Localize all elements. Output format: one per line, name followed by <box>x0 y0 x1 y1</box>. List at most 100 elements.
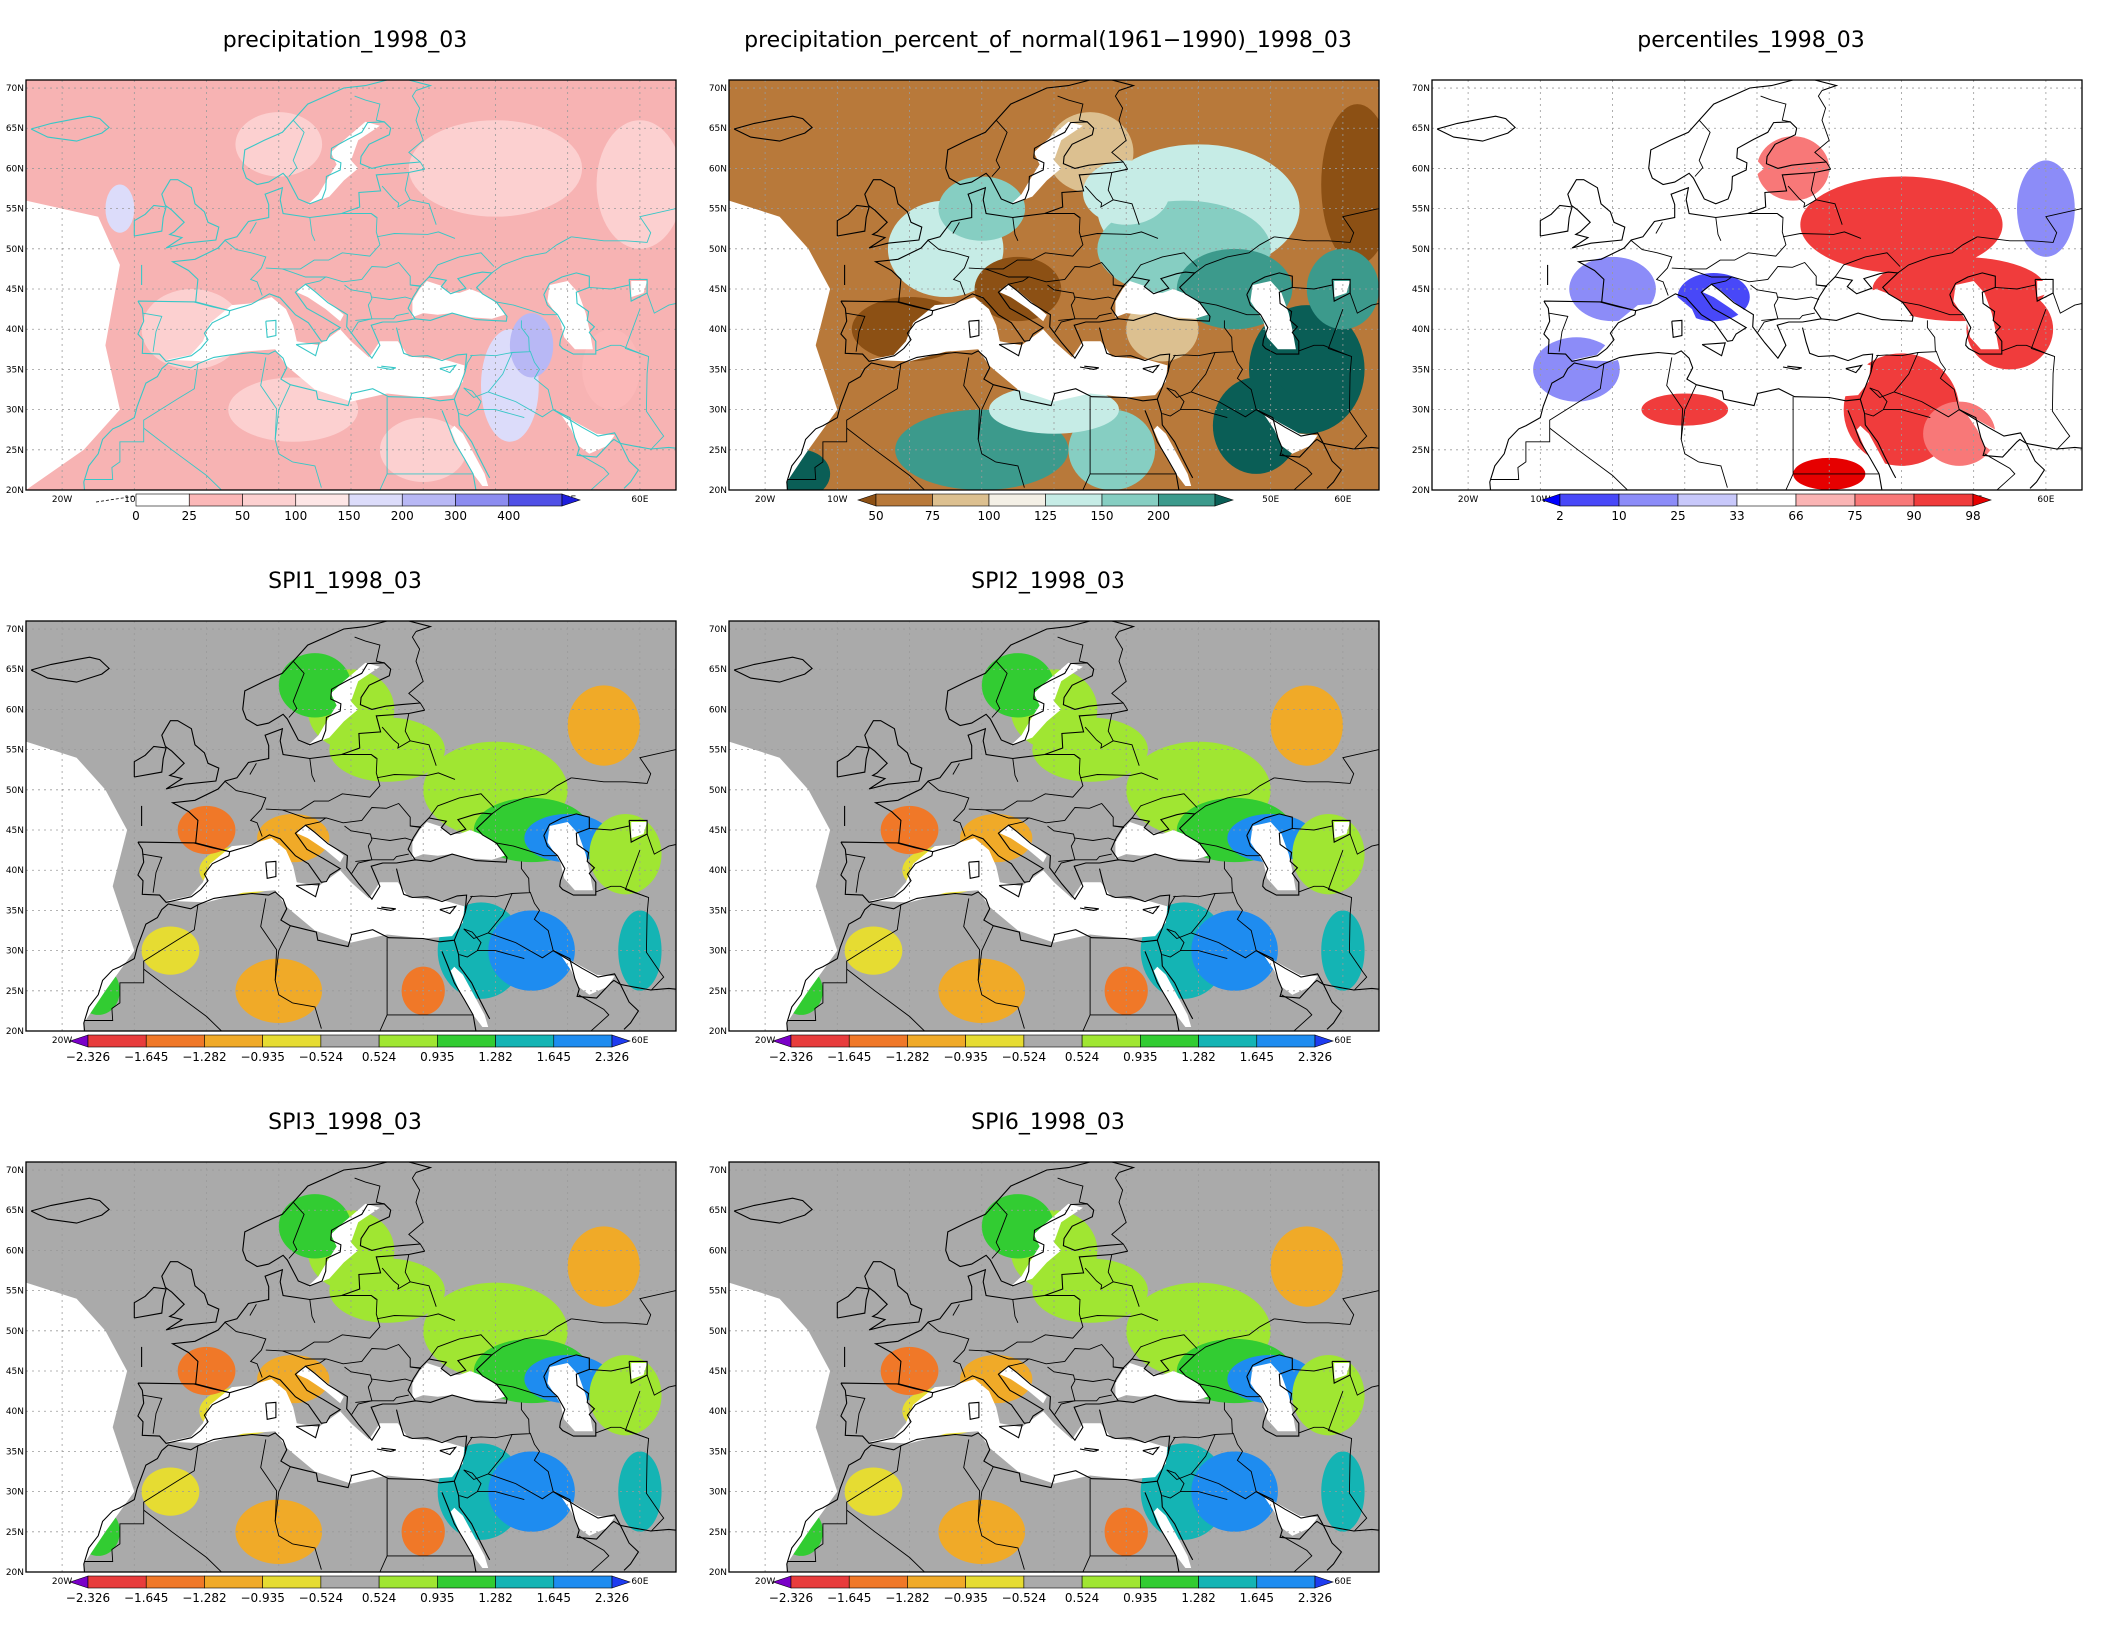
lat-tick-label: 65N <box>6 124 24 134</box>
country-border <box>1655 222 1663 234</box>
lon-tick-label: 20W <box>755 495 775 505</box>
colorbar-label: −0.524 <box>299 1050 343 1064</box>
country-border <box>1074 1394 1112 1402</box>
country-border <box>376 772 456 780</box>
country-border <box>1111 1172 1129 1252</box>
colorbar-high-arrow <box>561 493 581 507</box>
country-border <box>410 1281 437 1307</box>
coastline <box>840 841 934 904</box>
country-border <box>142 853 163 893</box>
map-frame <box>25 1161 677 1573</box>
country-border <box>371 1378 414 1382</box>
lon-tick-label: 60E <box>1334 1577 1351 1587</box>
colorbar-swatch <box>378 1034 438 1048</box>
country-border <box>459 387 482 417</box>
colorbar-label: −0.935 <box>240 1050 284 1064</box>
water-body <box>999 284 1047 322</box>
country-border <box>952 1304 960 1316</box>
country-border <box>428 252 495 278</box>
coastline <box>1156 399 1194 479</box>
country-border <box>896 1383 933 1394</box>
colorbar-high-arrow <box>1314 1034 1334 1048</box>
coastline <box>1958 409 2082 450</box>
colorbar-low-arrow <box>69 1034 89 1048</box>
lon-tick-label: 20W <box>52 495 72 505</box>
country-border <box>1984 453 2016 490</box>
colorbar-label: 2.326 <box>1298 1591 1332 1605</box>
country-border <box>1549 363 1605 429</box>
country-border <box>1012 758 1019 782</box>
coastline <box>170 1250 425 1384</box>
colorbar-swatch <box>1256 1034 1316 1048</box>
colorbar-swatch <box>1913 493 1974 507</box>
country-border <box>991 119 1008 177</box>
colorbar-label: 1.282 <box>478 1591 512 1605</box>
water-body <box>1153 966 1192 1027</box>
colorbar-label: 90 <box>1906 509 1921 523</box>
lat-tick-label: 25N <box>709 446 727 456</box>
lat-tick-label: 20N <box>6 1568 24 1578</box>
colorbar-label: 300 <box>444 509 467 523</box>
country-border <box>595 885 649 898</box>
country-border <box>224 239 267 296</box>
country-border <box>1162 387 1185 417</box>
coastline <box>945 121 1124 205</box>
map-field-patch <box>596 120 676 249</box>
lat-tick-label: 20N <box>1412 486 1430 496</box>
coastline <box>376 906 396 911</box>
no-data-region <box>26 80 120 490</box>
country-border <box>282 1343 422 1370</box>
country-border <box>589 1366 630 1372</box>
lat-tick-label: 25N <box>1412 446 1430 456</box>
country-border <box>371 853 409 861</box>
lon-tick-label: 20W <box>755 1577 775 1587</box>
coastline <box>873 709 1128 843</box>
coastline <box>1142 364 1161 374</box>
colorbar-swatches <box>95 493 581 507</box>
country-border <box>1599 301 1636 312</box>
colorbar-swatch <box>204 1034 263 1048</box>
lat-tick-label: 70N <box>1412 84 1430 94</box>
country-border <box>288 1201 305 1259</box>
water-body <box>560 413 615 454</box>
country-border <box>624 308 665 450</box>
country-border <box>249 1304 257 1316</box>
colorbar-label: 1.282 <box>1181 1050 1215 1064</box>
lat-tick-label: 25N <box>6 987 24 997</box>
coastline <box>968 1401 980 1420</box>
coastline <box>932 1365 1100 1442</box>
country-border <box>288 119 305 177</box>
map-field-patch <box>1292 1354 1365 1436</box>
colorbar-swatch <box>495 1034 555 1048</box>
coastline <box>453 399 491 479</box>
country-border <box>991 660 1008 718</box>
country-border <box>578 994 610 1031</box>
lon-tick-label: 60E <box>631 495 648 505</box>
lat-tick-label: 40N <box>6 325 24 335</box>
country-border <box>381 172 411 208</box>
lat-tick-label: 30N <box>6 1488 24 1498</box>
colorbar-label: 150 <box>338 509 361 523</box>
country-border <box>1671 213 1787 270</box>
country-border <box>292 1002 322 1029</box>
country-border <box>143 1509 223 1572</box>
water-body <box>1153 425 1192 486</box>
lat-tick-label: 65N <box>709 1206 727 1216</box>
coastline <box>552 1491 676 1532</box>
water-body <box>1250 1363 1296 1432</box>
colorbar-high-arrow <box>1972 493 1992 507</box>
water-body <box>1818 281 1911 319</box>
panel-spi3: SPI3_1998_03 20N 25N 30N 35N 40N 45N 50N 55N 60N… <box>0 1106 690 1646</box>
country-border <box>491 236 572 274</box>
coastline <box>1567 179 1626 249</box>
country-border <box>963 357 981 440</box>
country-border <box>1935 350 1960 410</box>
country-border <box>224 780 267 837</box>
country-border <box>1995 284 2036 290</box>
country-border <box>428 1334 495 1360</box>
country-border <box>787 969 848 1021</box>
country-border <box>1688 261 1828 288</box>
coastline <box>453 1481 491 1561</box>
colorbar-swatches <box>772 1034 1334 1048</box>
water-body <box>166 1379 465 1484</box>
